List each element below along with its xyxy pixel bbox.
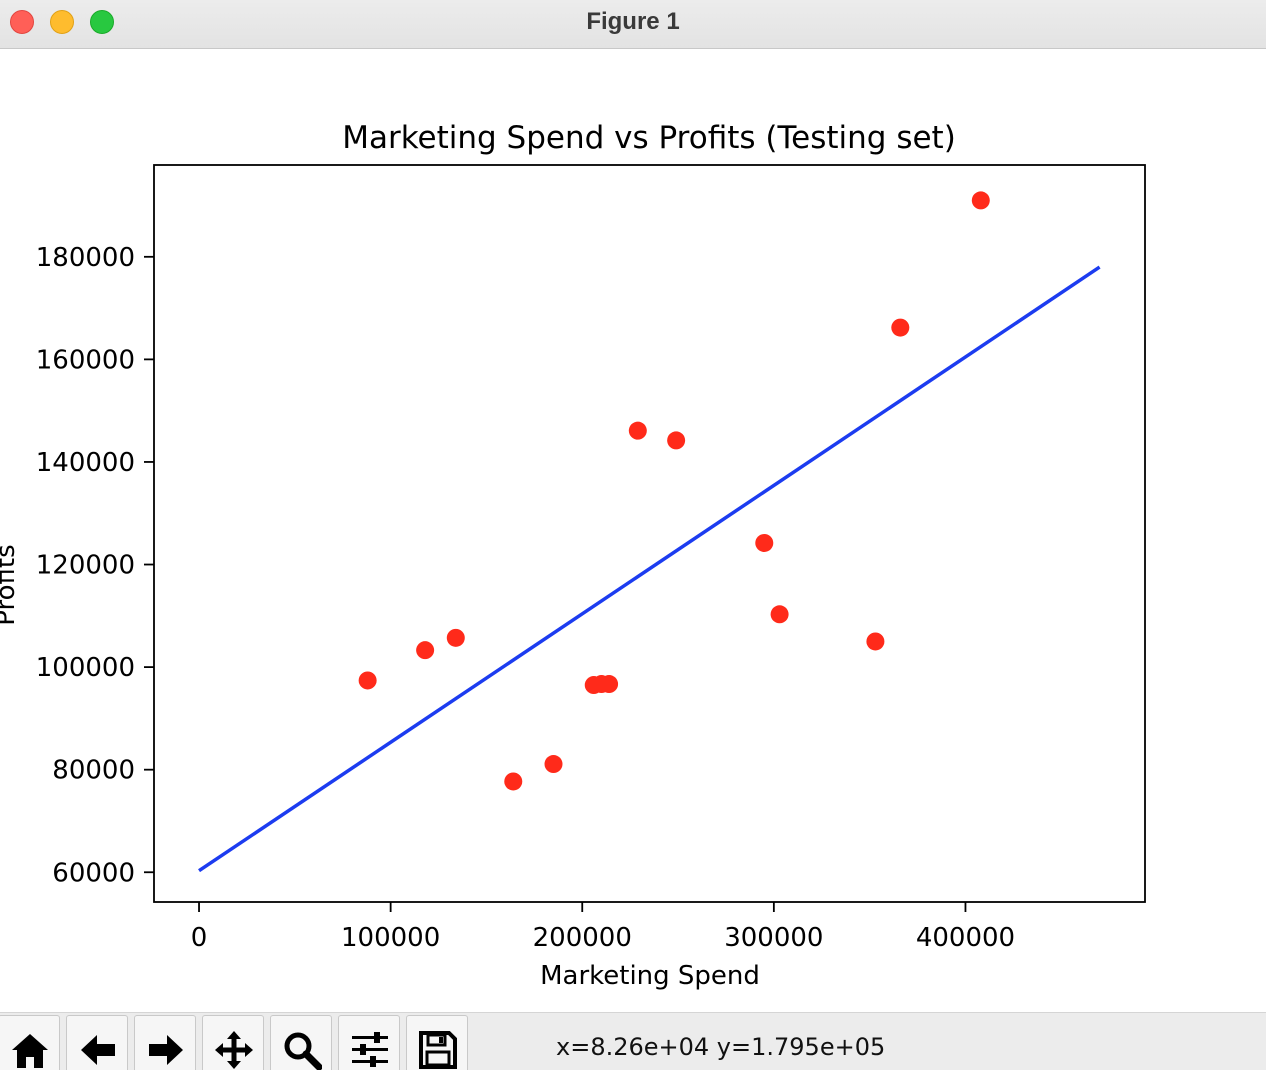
data-point	[544, 755, 563, 774]
y-tick-label: 100000	[36, 653, 135, 683]
data-point	[866, 632, 885, 651]
configure-subplots-button[interactable]	[338, 1015, 400, 1070]
y-tick-label: 140000	[36, 448, 135, 478]
data-point	[755, 533, 774, 552]
data-point	[770, 605, 789, 624]
y-tick-label: 160000	[36, 345, 135, 375]
data-point	[446, 628, 465, 647]
zoom-icon	[284, 1032, 322, 1070]
zoom-button[interactable]	[270, 1015, 332, 1070]
home-icon	[12, 1034, 48, 1068]
plot-series	[198, 191, 1101, 873]
y-tick-label: 60000	[52, 858, 135, 888]
regression-line	[198, 265, 1101, 873]
data-point	[667, 431, 686, 450]
pan-button[interactable]	[202, 1015, 264, 1070]
data-point	[600, 675, 619, 694]
configure-subplots-icon	[352, 1032, 388, 1067]
x-axis-ticks: 0 100000 200000 300000 400000	[191, 902, 1015, 953]
save-icon	[419, 1031, 457, 1069]
x-tick-label: 0	[191, 923, 208, 953]
data-point	[416, 641, 435, 660]
scatter-plot[interactable]: Marketing Spend vs Profits (Testing set)…	[0, 48, 1266, 1012]
back-arrow-icon	[81, 1035, 115, 1065]
data-point	[628, 421, 647, 440]
cursor-coordinates: x=8.26e+04 y=1.795e+05	[556, 1033, 886, 1061]
minimize-window-button[interactable]	[50, 10, 74, 34]
data-point	[504, 772, 523, 791]
pan-icon	[215, 1031, 253, 1069]
y-axis-label: Profits	[0, 544, 21, 625]
forward-arrow-icon	[149, 1035, 183, 1065]
maximize-window-button[interactable]	[90, 10, 114, 34]
save-button[interactable]	[406, 1015, 468, 1070]
close-window-button[interactable]	[10, 10, 34, 34]
data-point	[358, 671, 377, 690]
window-title: Figure 1	[586, 8, 680, 35]
x-tick-label: 100000	[341, 923, 440, 953]
x-tick-label: 200000	[533, 923, 632, 953]
y-tick-label: 180000	[36, 243, 135, 273]
navigation-toolbar: x=8.26e+04 y=1.795e+05	[0, 1012, 1266, 1070]
home-button[interactable]	[0, 1015, 60, 1070]
x-axis-label: Marketing Spend	[540, 961, 760, 991]
title-bar: Figure 1	[0, 0, 1266, 49]
back-button[interactable]	[66, 1015, 128, 1070]
x-tick-label: 300000	[724, 923, 823, 953]
axes-frame	[153, 164, 1146, 903]
y-tick-label: 120000	[36, 551, 135, 581]
x-tick-label: 400000	[916, 923, 1015, 953]
y-tick-label: 80000	[52, 756, 135, 786]
chart-title: Marketing Spend vs Profits (Testing set)	[342, 120, 956, 156]
forward-button[interactable]	[134, 1015, 196, 1070]
data-point	[971, 191, 990, 210]
y-axis-ticks: 60000 80000 100000 120000 140000 160000 180000	[36, 243, 154, 888]
data-point	[891, 318, 910, 337]
